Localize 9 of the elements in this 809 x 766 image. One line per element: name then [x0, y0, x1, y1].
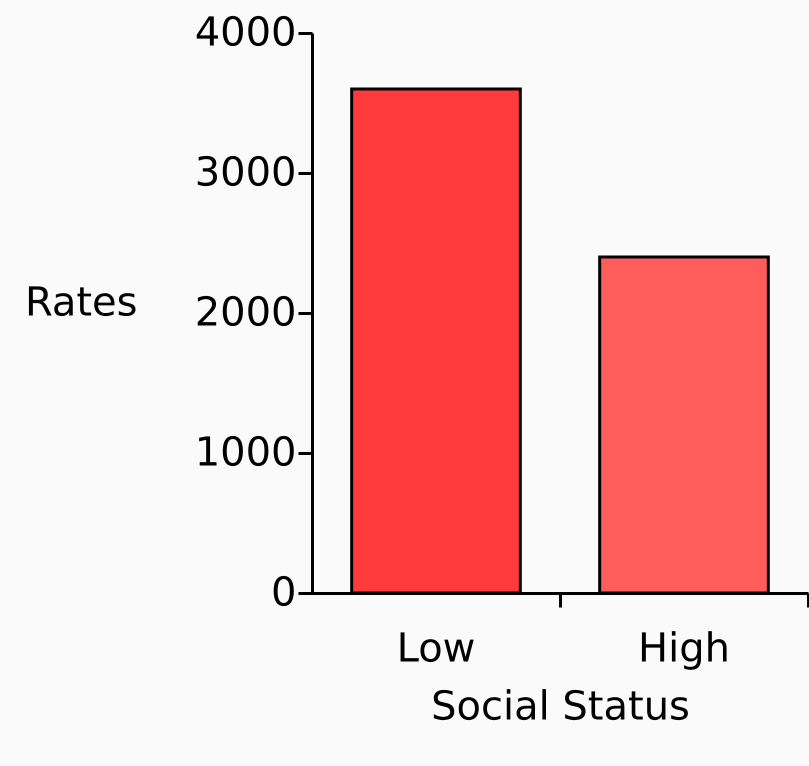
y-tick-label: 4000 [194, 10, 296, 56]
y-tick-label: 0 [271, 570, 296, 616]
x-axis-title: Social Status [431, 684, 690, 730]
y-axis-title: Rates [24, 280, 138, 326]
y-tick-label: 3000 [194, 150, 296, 196]
x-tick-label: Low [396, 626, 476, 672]
y-tick-label: 2000 [194, 290, 296, 336]
y-tick-label: 1000 [194, 430, 296, 476]
x-tick-label: High [638, 626, 730, 672]
